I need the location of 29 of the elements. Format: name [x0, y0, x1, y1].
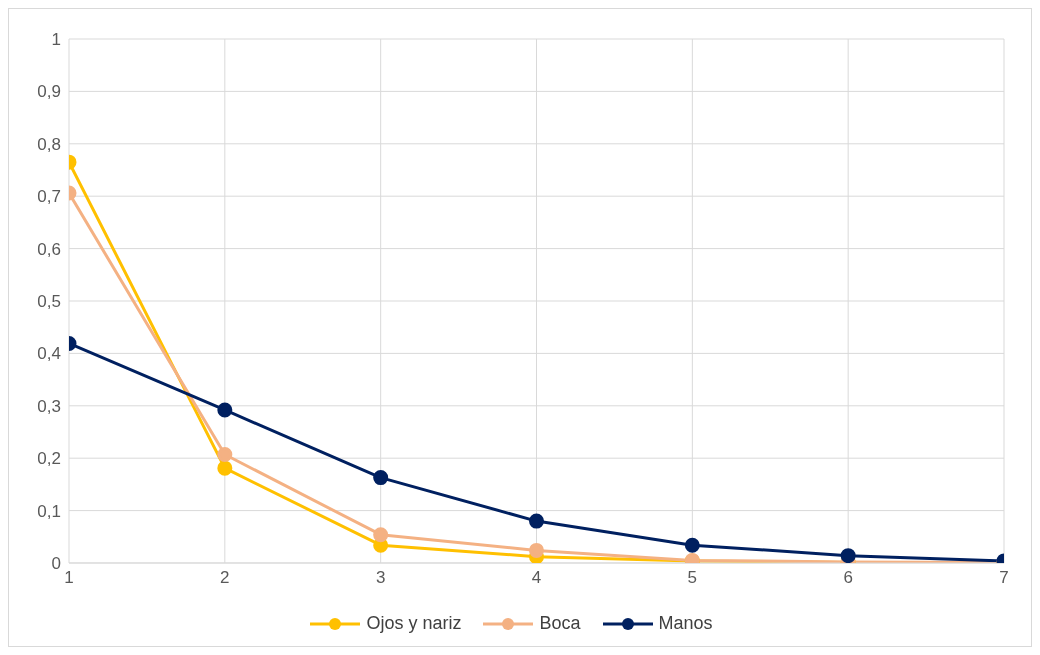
point [373, 470, 389, 486]
y-tick-label: 0,6 [37, 239, 61, 259]
x-tick-label: 4 [531, 568, 542, 588]
y-tick-label: 0,7 [37, 187, 61, 207]
y-tick-label: 0,9 [37, 82, 61, 102]
legend-label: Manos [657, 613, 713, 634]
y-tick-label: 0,4 [37, 344, 61, 364]
point [373, 527, 389, 543]
x-tick-label: 5 [687, 568, 698, 588]
y-tick-label: 0,1 [37, 501, 61, 521]
point [529, 513, 544, 529]
x-tick-label: 6 [843, 568, 853, 588]
x-tick-label: 1 [64, 568, 74, 588]
point [217, 447, 233, 463]
point [217, 402, 233, 418]
x-tick-label: 2 [220, 568, 230, 588]
y-tick-label: 0,8 [37, 134, 61, 154]
legend-label: Ojos y nariz [365, 613, 462, 634]
y-tick-label: 0,3 [37, 396, 61, 416]
point [529, 542, 544, 558]
y-tick-label: 1 [51, 30, 61, 50]
x-tick-label: 3 [375, 568, 386, 588]
point [684, 537, 700, 553]
y-tick-label: 0,2 [37, 449, 61, 469]
legend-label: Boca [538, 613, 581, 634]
y-tick-label: 0,5 [37, 292, 61, 312]
y-tick-label: 0 [51, 554, 61, 574]
x-tick-label: 7 [999, 568, 1009, 588]
point [217, 460, 233, 476]
